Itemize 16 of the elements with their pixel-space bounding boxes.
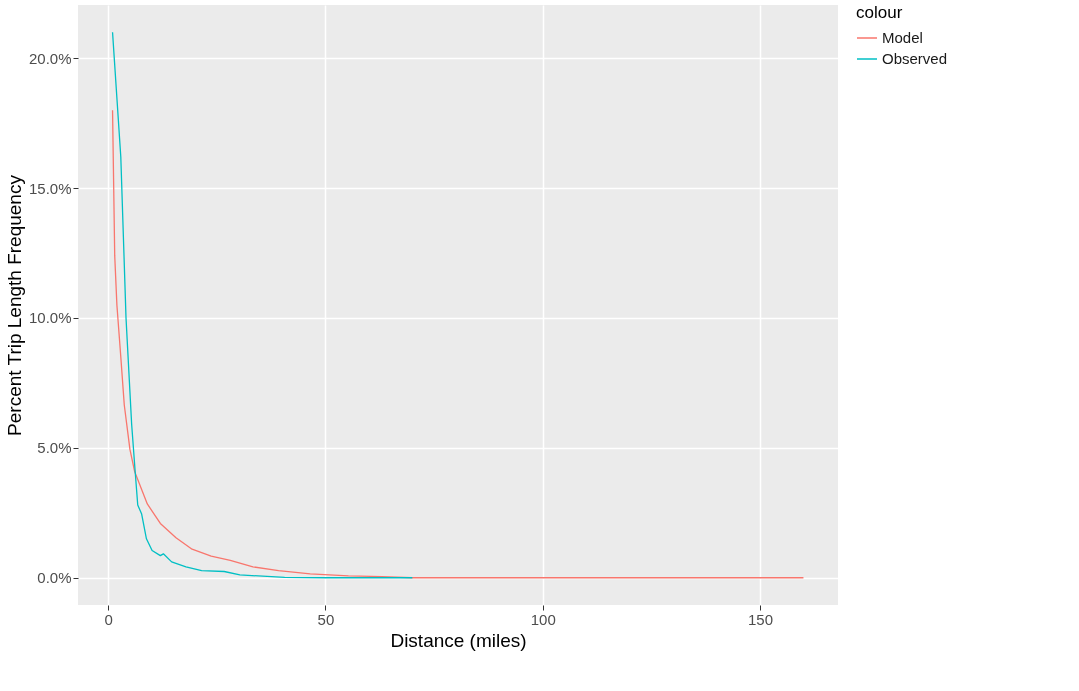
x-tick-label: 150 xyxy=(747,610,774,628)
x-tick-label: 50 xyxy=(317,610,335,628)
y-tick-label: 15.0% xyxy=(28,179,72,197)
y-axis-title: Percent Trip Length Frequency xyxy=(3,174,25,436)
x-axis-title: Distance (miles) xyxy=(390,629,527,651)
y-tick-label: 5.0% xyxy=(37,439,72,457)
line-series xyxy=(111,109,805,579)
y-tick-label: 10.0% xyxy=(28,309,72,327)
y-tick-label: 20.0% xyxy=(28,49,72,67)
y-tick-label: 0.0% xyxy=(37,569,72,587)
x-tick-label: 100 xyxy=(530,610,556,628)
legend-label: Model xyxy=(882,29,923,46)
line-series xyxy=(111,31,414,579)
legend-title: colour xyxy=(856,3,903,22)
legend-label: Observed xyxy=(882,50,948,67)
x-tick-label: 0 xyxy=(104,610,113,628)
